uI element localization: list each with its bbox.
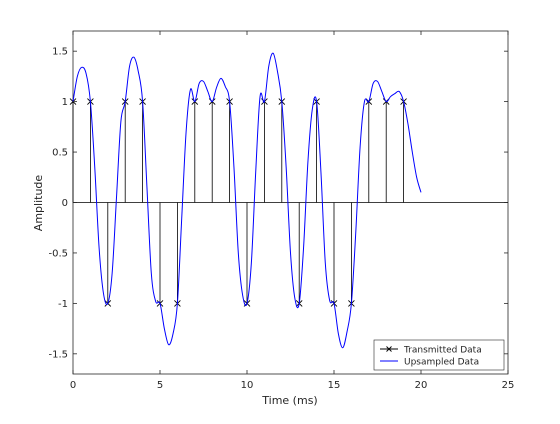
upsampled-series <box>72 52 422 349</box>
y-axis-label: Amplitude <box>32 175 45 232</box>
y-tick-label: 0 <box>62 198 68 209</box>
upsampled-line <box>72 52 422 349</box>
tick-labels: 0 5 10 15 20 25 -1.5 -1 -0.5 0 0.5 1 1.5 <box>48 47 514 391</box>
axis-ticks <box>72 31 509 374</box>
x-tick-label: 5 <box>157 380 163 391</box>
y-tick-label: 0.5 <box>52 148 68 159</box>
x-tick-label: 25 <box>502 380 515 391</box>
x-tick-label: 20 <box>415 380 428 391</box>
legend-marker-x <box>386 346 392 352</box>
x-tick-label: 10 <box>241 380 254 391</box>
x-tick-label: 0 <box>70 380 76 391</box>
y-tick-label: -1 <box>58 299 68 310</box>
legend-label-upsampled: Upsampled Data <box>404 358 479 368</box>
x-tick-label: 15 <box>328 380 341 391</box>
y-tick-label: -1.5 <box>48 349 68 360</box>
legend: Transmitted Data Upsampled Data <box>373 339 505 371</box>
y-tick-label: 1.5 <box>52 47 68 58</box>
y-tick-label: 1 <box>62 97 68 108</box>
legend-label-transmitted: Transmitted Data <box>403 346 482 356</box>
legend-box <box>373 339 505 371</box>
x-axis-label: Time (ms) <box>261 394 317 407</box>
y-tick-label: -0.5 <box>48 248 68 259</box>
